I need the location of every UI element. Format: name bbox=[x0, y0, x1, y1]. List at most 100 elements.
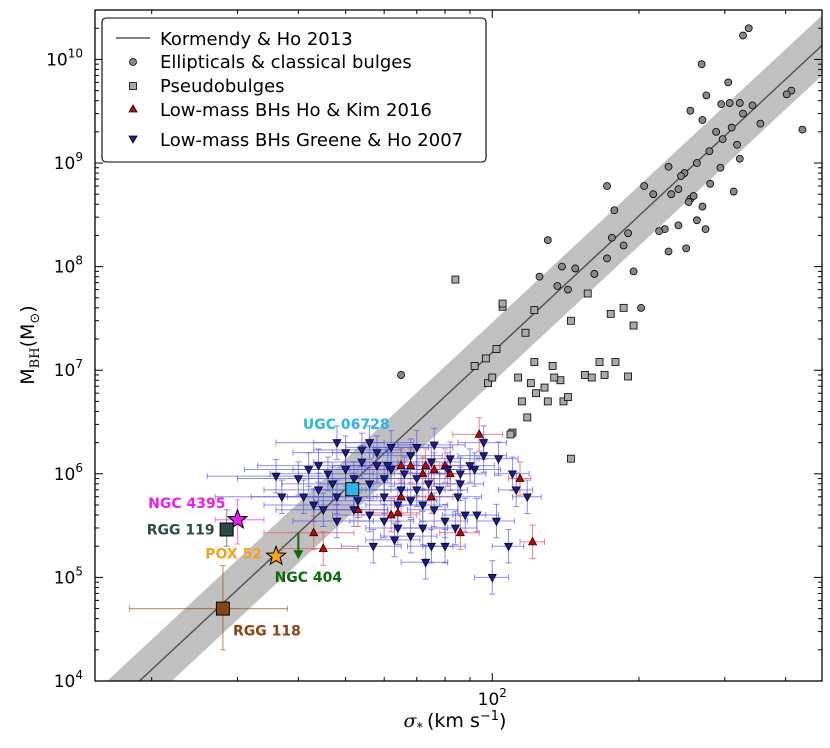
elliptical-point bbox=[693, 216, 701, 225]
greene-ho-point bbox=[386, 466, 396, 475]
greene-ho-point bbox=[479, 452, 489, 461]
greene-ho-point bbox=[379, 475, 389, 484]
legend-label-pseudobulges: Pseudobulges bbox=[160, 76, 285, 97]
greene-ho-point bbox=[318, 506, 328, 515]
elliptical-point bbox=[739, 109, 747, 118]
x-label-units-exp: −1 bbox=[480, 709, 499, 724]
elliptical-point bbox=[705, 147, 714, 156]
x-label-main: σ bbox=[404, 710, 418, 732]
greene-ho-point bbox=[313, 462, 324, 471]
ngc-4395-marker bbox=[226, 508, 249, 530]
pseudobulge-point bbox=[530, 358, 539, 366]
elliptical-point bbox=[640, 182, 649, 190]
greene-ho-point bbox=[349, 475, 359, 484]
greene-ho-point bbox=[479, 439, 489, 448]
elliptical-point bbox=[629, 267, 638, 276]
greene-ho-point bbox=[423, 480, 434, 490]
greene-ho-point bbox=[386, 444, 396, 453]
greene-ho-point bbox=[453, 493, 463, 503]
greene-ho-point bbox=[364, 511, 375, 521]
rgg-118-marker bbox=[215, 601, 230, 616]
elliptical-point bbox=[748, 101, 757, 110]
ho-kim-point bbox=[318, 543, 328, 552]
pseudobulge-point bbox=[543, 397, 552, 406]
legend: Kormendy & Ho 2013 Ellipticals & classic… bbox=[101, 17, 487, 163]
pseudobulge-point bbox=[583, 289, 592, 298]
greene-ho-point bbox=[372, 449, 382, 458]
greene-ho-point bbox=[472, 511, 482, 521]
elliptical-point bbox=[716, 163, 725, 172]
legend-square-marker bbox=[129, 82, 137, 90]
greene-ho-point bbox=[304, 466, 314, 475]
pseudobulge-point bbox=[521, 328, 530, 337]
greene-ho-point bbox=[491, 517, 502, 527]
legend-label-ho-kim: Low-mass BHs Ho & Kim 2016 bbox=[160, 100, 432, 121]
elliptical-point bbox=[610, 206, 619, 215]
elliptical-point bbox=[739, 31, 747, 40]
greene-ho-point bbox=[327, 480, 338, 490]
y-label-sub: BH bbox=[28, 347, 43, 368]
x-label-close: ) bbox=[499, 710, 506, 732]
elliptical-point bbox=[718, 135, 727, 144]
greene-ho-point bbox=[383, 462, 393, 471]
rgg-119-label: RGG 119 bbox=[147, 523, 215, 539]
greene-ho-point bbox=[455, 470, 465, 480]
greene-ho-point bbox=[357, 446, 367, 456]
pseudobulge-point bbox=[600, 371, 609, 379]
greene-ho-point bbox=[332, 493, 342, 503]
ho-kim-point bbox=[528, 536, 538, 546]
greene-ho-point bbox=[470, 466, 480, 475]
y-label-units: (M bbox=[17, 324, 39, 348]
elliptical-point bbox=[756, 119, 765, 128]
greene-ho-point bbox=[460, 511, 470, 521]
elliptical-point bbox=[725, 99, 734, 107]
y-tick-label: 105 bbox=[54, 564, 83, 588]
legend-circle-marker bbox=[129, 58, 137, 66]
elliptical-point bbox=[782, 90, 791, 99]
greene-ho-point bbox=[313, 486, 324, 496]
ho-kim-point bbox=[309, 527, 319, 537]
elliptical-point bbox=[798, 125, 807, 134]
y-tick-label: 106 bbox=[54, 461, 83, 485]
ho-kim-point bbox=[426, 491, 436, 501]
elliptical-point bbox=[698, 202, 707, 211]
greene-ho-point bbox=[341, 466, 351, 475]
greene-ho-point bbox=[418, 501, 428, 511]
ho-kim-point bbox=[515, 473, 525, 482]
pseudobulge-point bbox=[530, 306, 539, 315]
ho-kim-point bbox=[393, 507, 403, 517]
greene-ho-point bbox=[455, 480, 465, 490]
tick-layer: 104 105 106 107 108 109 1010 102 bbox=[46, 9, 822, 710]
greene-ho-point bbox=[445, 455, 455, 464]
elliptical-point bbox=[667, 190, 676, 199]
greene-ho-point bbox=[299, 493, 309, 503]
ho-kim-point bbox=[474, 429, 484, 438]
pseudobulge-point bbox=[481, 354, 490, 363]
elliptical-point bbox=[684, 198, 693, 206]
x-axis-label: σ* (km s−1) bbox=[404, 709, 507, 736]
y-tick-label: 108 bbox=[54, 254, 83, 278]
y-axis-label: MBH(M⊙) bbox=[17, 305, 43, 384]
point-layer bbox=[271, 24, 807, 583]
greene-ho-point bbox=[406, 452, 416, 461]
pseudobulge-point bbox=[629, 321, 638, 330]
ngc-404-label: NGC 404 bbox=[275, 570, 343, 586]
elliptical-point bbox=[664, 162, 673, 171]
ho-kim-point bbox=[455, 527, 465, 537]
pseudobulge-point bbox=[484, 379, 492, 388]
pseudobulge-point bbox=[564, 393, 572, 402]
pseudobulge-point bbox=[540, 383, 549, 392]
elliptical-point bbox=[682, 244, 691, 253]
greene-ho-point bbox=[465, 462, 475, 471]
greene-ho-point bbox=[412, 444, 422, 453]
elliptical-point bbox=[590, 270, 599, 278]
y-label-main: M bbox=[17, 368, 39, 384]
pseudobulge-point bbox=[550, 373, 559, 382]
highlight-layer: UGC 06728 NGC 4395 RGG 119 POX 52 NGC 404 RGG… bbox=[128, 417, 390, 651]
elliptical-point bbox=[729, 187, 738, 196]
pseudobulge-point bbox=[611, 358, 620, 366]
elliptical-point bbox=[733, 140, 741, 149]
greene-ho-point bbox=[412, 486, 422, 496]
x-tick-label: 102 bbox=[478, 686, 507, 710]
greene-ho-point bbox=[393, 501, 403, 511]
